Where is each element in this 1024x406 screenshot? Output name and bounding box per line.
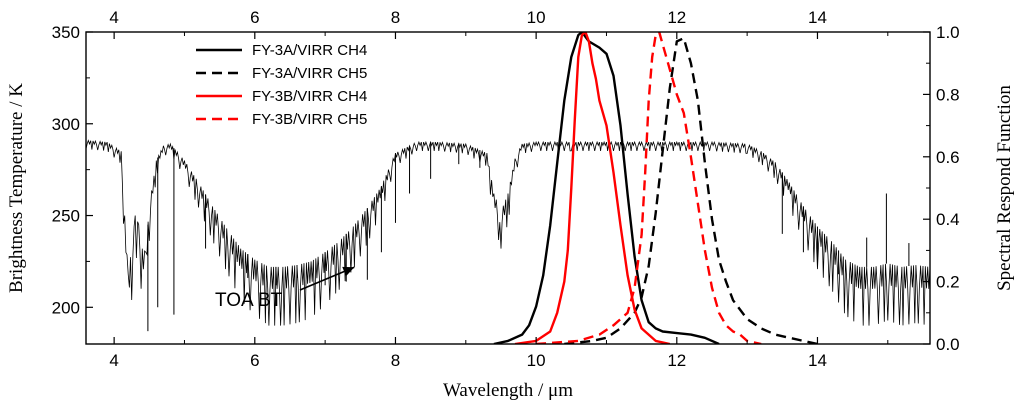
y-tick-label-left: 350 xyxy=(52,23,80,42)
x-tick-label-top: 4 xyxy=(109,8,118,27)
plot-frame xyxy=(85,31,931,345)
y-tick-label-right: 0.0 xyxy=(936,335,960,354)
y-axis-label-right: Spectral Respond Function xyxy=(994,85,1015,291)
series-line-fy-3a-virr-ch5 xyxy=(564,37,818,344)
y-tick-label-right: 1.0 xyxy=(936,23,960,42)
series-layer xyxy=(86,32,930,344)
x-tick-label-bottom: 8 xyxy=(391,351,400,370)
y-tick-label-right: 0.6 xyxy=(936,148,960,167)
series-line-fy-3b-virr-ch4 xyxy=(514,32,671,344)
y-tick-label-left: 250 xyxy=(52,207,80,226)
x-tick-label-bottom: 10 xyxy=(527,351,546,370)
x-tick-label-bottom: 12 xyxy=(667,351,686,370)
legend-label: FY-3B/VIRR CH4 xyxy=(252,88,367,105)
y-tick-label-right: 0.2 xyxy=(936,273,960,292)
x-tick-label-bottom: 4 xyxy=(109,351,118,370)
x-tick-label-bottom: 6 xyxy=(250,351,259,370)
x-tick-label-bottom: 14 xyxy=(808,351,827,370)
y-tick-label-right: 0.4 xyxy=(936,210,960,229)
ticks-layer: 4 6 8 10 12 14 4 6 8 10 12 14 200 250 300 350 0.0 0.2 0.4 0… xyxy=(52,8,960,370)
x-tick-label-top: 8 xyxy=(391,8,400,27)
series-line-fy-3b-virr-ch5 xyxy=(536,32,762,344)
legend-label: FY-3B/VIRR CH5 xyxy=(252,111,367,128)
toa-bt-annotation: TOA BT xyxy=(215,290,283,311)
y-tick-label-left: 200 xyxy=(52,298,80,317)
x-tick-label-top: 14 xyxy=(808,8,827,27)
x-tick-label-top: 6 xyxy=(250,8,259,27)
series-line-fy-3a-virr-ch4 xyxy=(493,32,720,344)
y-axis-label-left: Brightness Temperature / K xyxy=(6,83,27,293)
x-axis-label: Wavelength / μm xyxy=(443,380,573,401)
y-tick-label-left: 300 xyxy=(52,115,80,134)
legend-label: FY-3A/VIRR CH4 xyxy=(252,42,367,59)
series-line-toa-bt xyxy=(86,139,930,326)
legend: FY-3A/VIRR CH4 FY-3A/VIRR CH5 FY-3B/VIRR C… xyxy=(196,42,367,128)
annotation-layer: TOA BT xyxy=(215,266,355,311)
y-tick-label-right: 0.8 xyxy=(936,85,960,104)
annotation-arrow-head xyxy=(342,266,355,277)
legend-label: FY-3A/VIRR CH5 xyxy=(252,65,367,82)
x-tick-label-top: 10 xyxy=(527,8,546,27)
x-tick-label-top: 12 xyxy=(667,8,686,27)
